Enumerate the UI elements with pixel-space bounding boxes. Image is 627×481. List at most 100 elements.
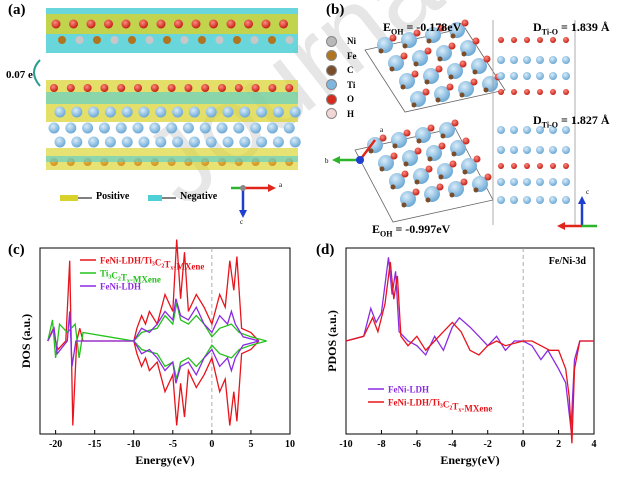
atom-o xyxy=(184,84,193,92)
atom-ti xyxy=(188,106,200,118)
atom-o xyxy=(390,152,398,160)
atom-ni xyxy=(75,36,84,44)
atom-o xyxy=(448,42,456,50)
element-symbol: Fe xyxy=(347,50,357,61)
axis-label-b-b: b xyxy=(325,157,329,165)
series-line xyxy=(133,340,267,380)
element-legend-item: C xyxy=(326,63,376,78)
x-tick-label: 2 xyxy=(556,439,561,450)
atom-ti xyxy=(523,126,531,134)
atom-fe xyxy=(128,36,136,44)
atom-ti xyxy=(510,126,518,134)
series-line xyxy=(133,340,260,426)
atom-ti xyxy=(256,136,268,148)
atom-c xyxy=(438,174,444,180)
atom-c xyxy=(448,74,454,80)
legend-label: Ti3C2Tx-MXene xyxy=(100,269,161,285)
atom-c xyxy=(473,187,479,193)
atom-ti xyxy=(497,196,505,204)
atom-o xyxy=(285,84,294,92)
atom-ti xyxy=(88,106,100,118)
atom-ti xyxy=(182,122,194,134)
atom-o xyxy=(139,19,148,29)
legend-positive-label: Positive xyxy=(96,191,130,202)
legend-label: FeNi-LDH/Ti3C2Tx-MXene xyxy=(100,256,204,272)
atom-o xyxy=(511,163,517,169)
atom-ti xyxy=(88,136,100,148)
x-tick-label: -10 xyxy=(339,439,352,450)
atom-o xyxy=(413,29,421,37)
atom-c xyxy=(378,48,384,54)
atom-ti xyxy=(283,122,295,134)
atom-ti xyxy=(510,146,518,154)
x-tick-label: 0 xyxy=(521,439,526,450)
dos-chart: -20 -15 -10 -5 0 5 10 Energy(eV) DOS (a.u.) (c) Fe… xyxy=(8,239,295,467)
top-view-atoms-2 xyxy=(367,119,492,208)
x-axis-label: Energy(eV) xyxy=(440,453,499,467)
atom-ti xyxy=(497,126,505,134)
atom-ti xyxy=(138,136,150,148)
atom-o xyxy=(83,84,92,92)
element-color-dot xyxy=(326,79,337,91)
atom-c xyxy=(414,179,420,185)
atom-ti xyxy=(166,122,178,134)
atom-o xyxy=(174,19,183,29)
atom-ti xyxy=(562,196,570,204)
atom-ti xyxy=(256,106,268,118)
atom-ti xyxy=(523,72,531,80)
atom-c xyxy=(462,169,468,175)
spacing-arrow xyxy=(33,59,41,87)
atom-ti xyxy=(121,136,133,148)
atom-o xyxy=(435,65,443,73)
atom-ti xyxy=(155,106,167,118)
atom-o xyxy=(436,183,444,191)
atom-ti xyxy=(536,56,544,64)
axis-triad-a xyxy=(231,184,276,218)
legend-label: FeNi-LDH/Ti3C2Tx-MXene xyxy=(388,398,492,414)
axis-label-a: a xyxy=(279,181,283,189)
top-view-atoms-1 xyxy=(377,19,502,108)
atom-o xyxy=(438,142,446,150)
element-color-dot xyxy=(326,64,337,76)
atom-ti xyxy=(523,178,531,186)
element-legend-item: H xyxy=(326,107,376,122)
atom-ti xyxy=(138,106,150,118)
atom-c xyxy=(413,61,419,67)
dtio-bottom-label: DTi-O = 1.827 Å xyxy=(533,113,610,130)
atom-ti xyxy=(523,56,531,64)
atom-o xyxy=(251,84,260,92)
element-legend-item: Ni xyxy=(326,34,376,49)
atom-ti xyxy=(536,196,544,204)
atom-ti xyxy=(82,122,94,134)
pdos-chart: -10 -8 -6 -4 -2 0 2 4 Energy(eV) PDOS (a.u.) (d) Fe… xyxy=(316,242,597,467)
atom-ti xyxy=(199,122,211,134)
x-tick-label: -20 xyxy=(49,439,62,450)
legend-label: FeNi-LDH xyxy=(100,282,141,292)
dtio-top-label: DTi-O = 1.839 Å xyxy=(533,20,610,37)
atom-o xyxy=(150,84,159,92)
series-line xyxy=(345,261,594,444)
atom-ti xyxy=(497,72,505,80)
atom-c xyxy=(400,84,406,90)
atom-c xyxy=(416,138,422,144)
atom-ti xyxy=(510,72,518,80)
atom-o xyxy=(550,89,556,95)
atom-o xyxy=(261,19,271,29)
atom-ti xyxy=(205,106,217,118)
series-line xyxy=(345,257,594,430)
atom-c xyxy=(483,87,489,93)
atom-ti xyxy=(222,136,234,148)
atom-ti xyxy=(222,106,234,118)
atom-c xyxy=(437,56,443,62)
annotation-label: Fe/Ni-3d xyxy=(549,256,587,267)
series-line xyxy=(47,298,259,367)
spacing-label: 0.07 e xyxy=(6,69,33,81)
atom-ti xyxy=(562,178,570,186)
atom-o xyxy=(473,155,481,163)
atom-o xyxy=(134,84,142,92)
atom-ti xyxy=(536,178,544,186)
element-color-dot xyxy=(326,35,337,47)
atom-ti xyxy=(98,122,110,134)
atom-o xyxy=(401,170,409,178)
atom-fe xyxy=(93,36,101,44)
